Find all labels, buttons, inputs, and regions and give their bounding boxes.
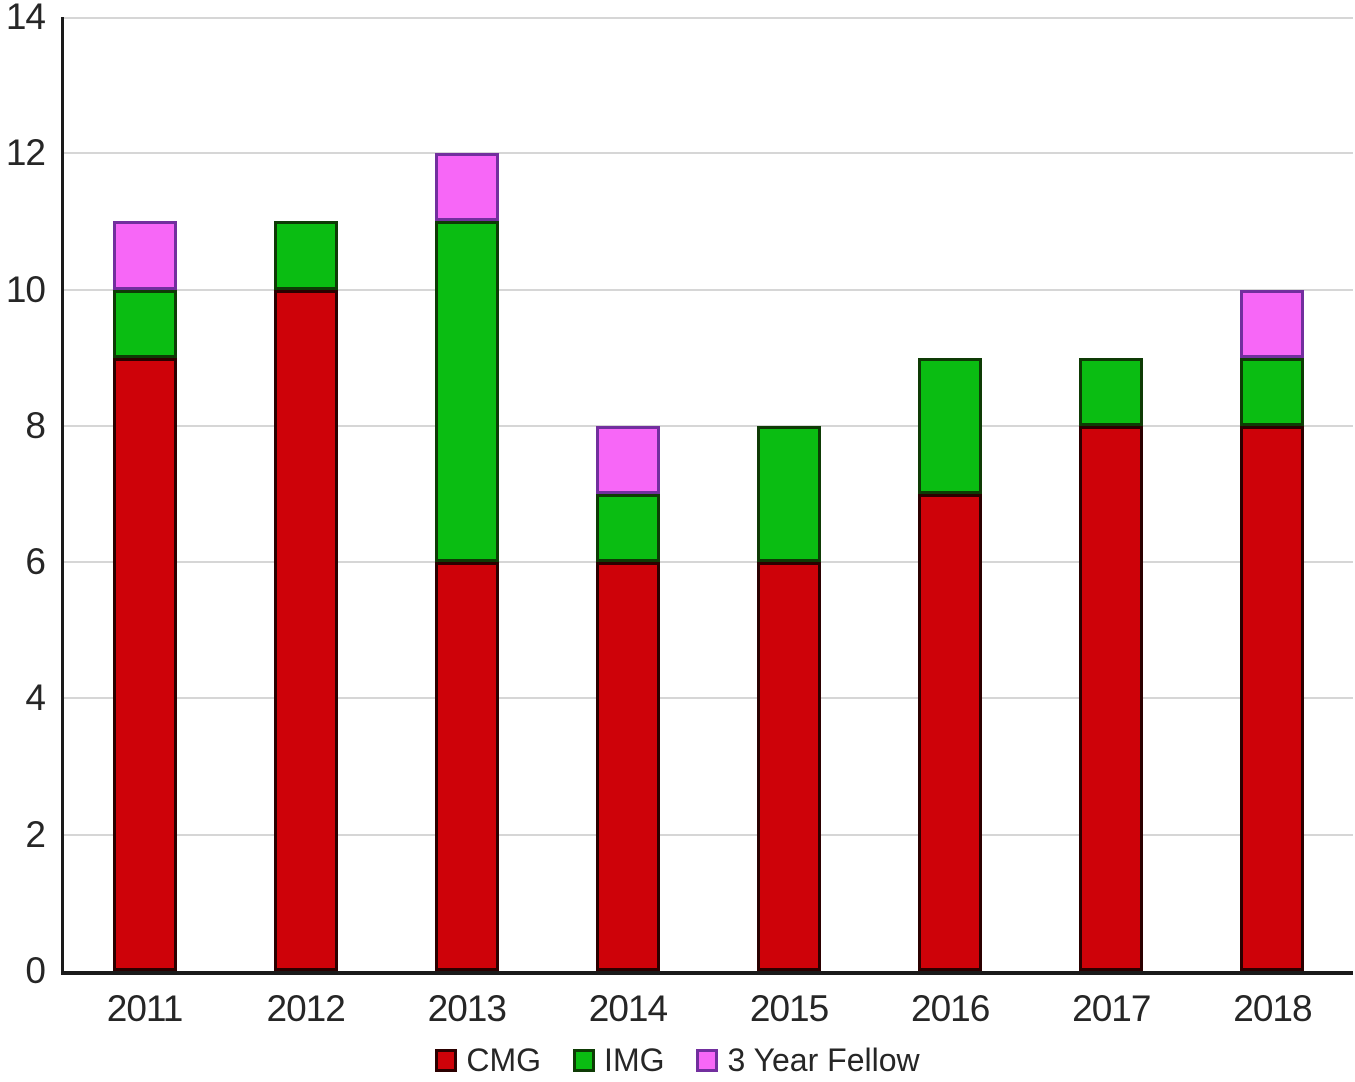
gridline-y-8 — [64, 424, 1353, 427]
bar-2015-img-segment — [757, 425, 822, 563]
bar-2018 — [1240, 17, 1305, 971]
chart-legend: CMG IMG 3 Year Fellow — [0, 1038, 1355, 1082]
bar-2018-img-segment — [1240, 357, 1305, 426]
bar-2014-img-segment — [595, 494, 660, 563]
legend-item-3-year-fellow: 3 Year Fellow — [696, 1041, 920, 1079]
bar-2012 — [273, 17, 338, 971]
plot-area — [64, 17, 1353, 971]
bar-2016 — [918, 17, 983, 971]
legend-item-img: IMG — [573, 1042, 664, 1079]
gridline-y-10 — [64, 288, 1353, 291]
x-tick-label-2017: 2017 — [1072, 988, 1151, 1029]
y-tick-label-0: 0 — [25, 950, 46, 991]
bar-2012-cmg-segment — [273, 289, 338, 971]
x-axis-line — [61, 971, 1353, 975]
y-axis-tick-labels: 0 2 4 6 8 10 12 14 — [0, 0, 46, 991]
bar-2013-img-segment — [434, 221, 499, 563]
y-tick-label-8: 8 — [25, 404, 46, 446]
legend-label-cmg: CMG — [466, 1041, 542, 1078]
x-tick-label-2018: 2018 — [1233, 988, 1312, 1029]
bar-2011-3-year-fellow-segment — [112, 221, 177, 290]
gridline-y-14 — [64, 17, 1353, 19]
x-tick-label-2012: 2012 — [266, 988, 346, 1029]
cmg-color-swatch-icon — [435, 1048, 458, 1072]
legend-label-3-year-fellow: 3 Year Fellow — [727, 1041, 920, 1078]
bar-2015-cmg-segment — [757, 562, 822, 971]
bar-2011 — [112, 17, 177, 971]
y-tick-label-6: 6 — [25, 541, 46, 583]
y-axis-line — [61, 17, 64, 973]
y-tick-label-4: 4 — [25, 677, 46, 719]
y-tick-label-2: 2 — [25, 813, 46, 855]
y-tick-label-10: 10 — [5, 268, 46, 310]
img-color-swatch-icon — [573, 1048, 596, 1072]
bar-2013 — [434, 17, 499, 971]
bar-2013-cmg-segment — [434, 562, 499, 971]
bar-2015 — [757, 17, 822, 971]
bar-2017-cmg-segment — [1079, 425, 1144, 971]
x-axis-tick-labels: 2011 2012 2013 2014 2015 2016 2017 2018 — [64, 988, 1353, 1032]
x-tick-label-2013: 2013 — [427, 988, 507, 1029]
bar-2017 — [1079, 17, 1144, 971]
bar-2016-img-segment — [918, 357, 983, 494]
x-tick-label-2015: 2015 — [749, 988, 829, 1029]
legend-label-img: IMG — [604, 1041, 665, 1078]
gridline-y-4 — [64, 697, 1353, 700]
bar-2014 — [595, 17, 660, 971]
fellow-color-swatch-icon — [696, 1048, 719, 1072]
bar-2017-img-segment — [1079, 357, 1144, 426]
bar-2014-3-year-fellow-segment — [595, 425, 660, 495]
bar-2016-cmg-segment — [918, 494, 983, 971]
x-tick-label-2014: 2014 — [588, 988, 668, 1029]
y-tick-label-12: 12 — [5, 132, 46, 174]
gridline-y-12 — [64, 152, 1353, 155]
gridline-y-2 — [64, 833, 1353, 836]
bar-2011-img-segment — [112, 289, 177, 358]
x-tick-label-2016: 2016 — [911, 988, 990, 1029]
bar-2014-cmg-segment — [595, 562, 660, 971]
bar-2018-cmg-segment — [1240, 425, 1305, 971]
gridline-y-6 — [64, 561, 1353, 564]
bar-2013-3-year-fellow-segment — [434, 153, 499, 222]
x-tick-label-2011: 2011 — [106, 988, 184, 1029]
bar-2012-img-segment — [273, 221, 338, 290]
bar-2011-cmg-segment — [112, 357, 177, 971]
bar-2018-3-year-fellow-segment — [1240, 289, 1305, 358]
y-tick-label-14: 14 — [5, 0, 46, 37]
legend-item-cmg: CMG — [435, 1042, 541, 1079]
